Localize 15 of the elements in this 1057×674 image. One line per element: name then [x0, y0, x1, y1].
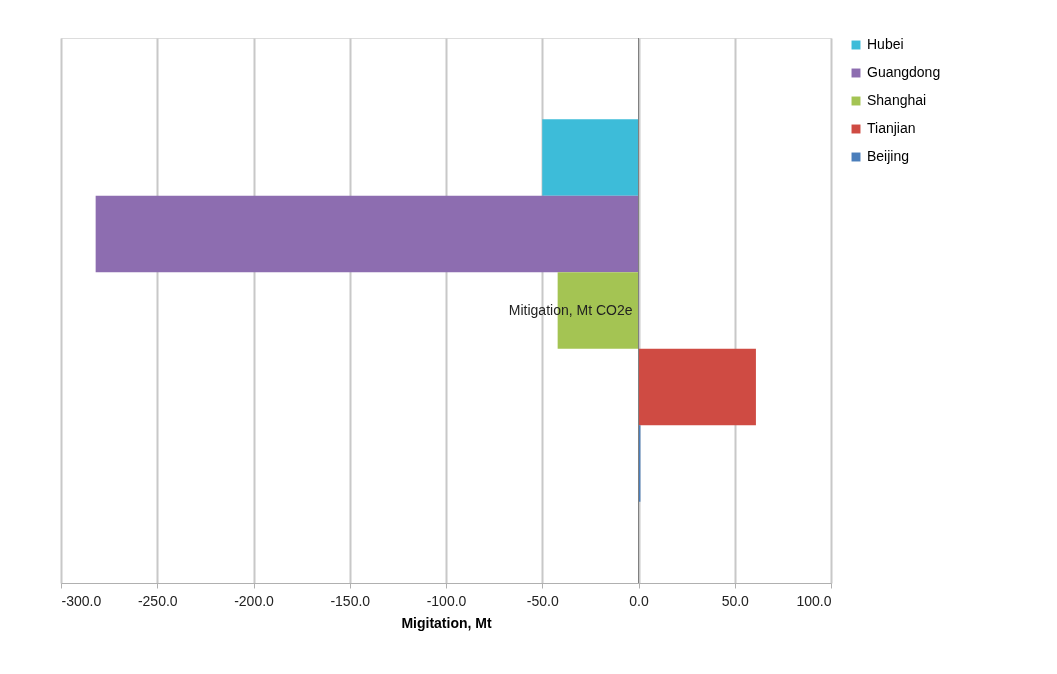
x-tick-label: -150.0 [330, 592, 371, 609]
legend-label: Guangdong [867, 64, 941, 80]
x-tick-label: 50.0 [721, 592, 750, 609]
x-tick-label: 100.0 [796, 592, 832, 609]
x-tick-label: 0.0 [629, 592, 649, 609]
legend-label: Tianjian [867, 120, 916, 136]
x-tick-label: -250.0 [137, 592, 178, 609]
legend-label: Hubei [867, 36, 904, 52]
x-tick-label: -50.0 [526, 592, 559, 609]
legend-label: Shanghai [867, 92, 927, 108]
x-tick-label: -300.0 [61, 592, 102, 609]
legend-label: Beijing [867, 148, 910, 164]
x-axis-title: Migitation, Mt [401, 614, 492, 631]
x-tick-label: -200.0 [234, 592, 275, 609]
x-tick-label: -100.0 [426, 592, 467, 609]
